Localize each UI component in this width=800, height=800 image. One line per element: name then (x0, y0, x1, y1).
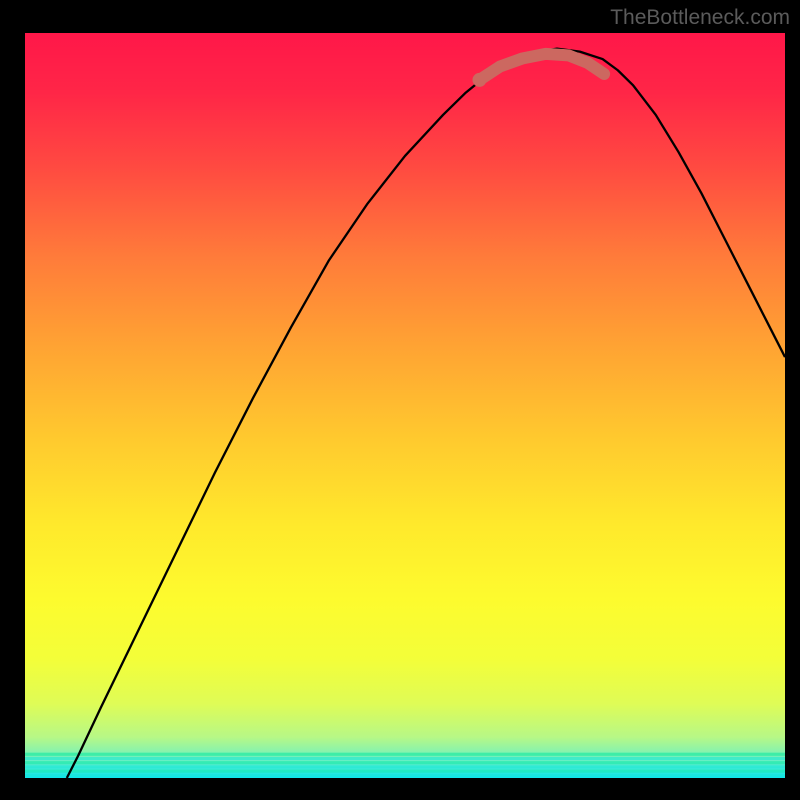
green-band-stripe (25, 770, 785, 773)
attribution-text: TheBottleneck.com (610, 6, 790, 30)
plot-area (25, 33, 785, 778)
highlight-start-dot (472, 73, 486, 87)
green-band-stripe (25, 774, 785, 777)
green-band-stripe (25, 765, 785, 768)
green-band-stripe (25, 753, 785, 756)
green-band-stripe (25, 757, 785, 760)
chart-container: TheBottleneck.com (0, 0, 800, 800)
chart-svg (25, 33, 785, 778)
gradient-background (25, 33, 785, 778)
green-band-stripe (25, 761, 785, 764)
